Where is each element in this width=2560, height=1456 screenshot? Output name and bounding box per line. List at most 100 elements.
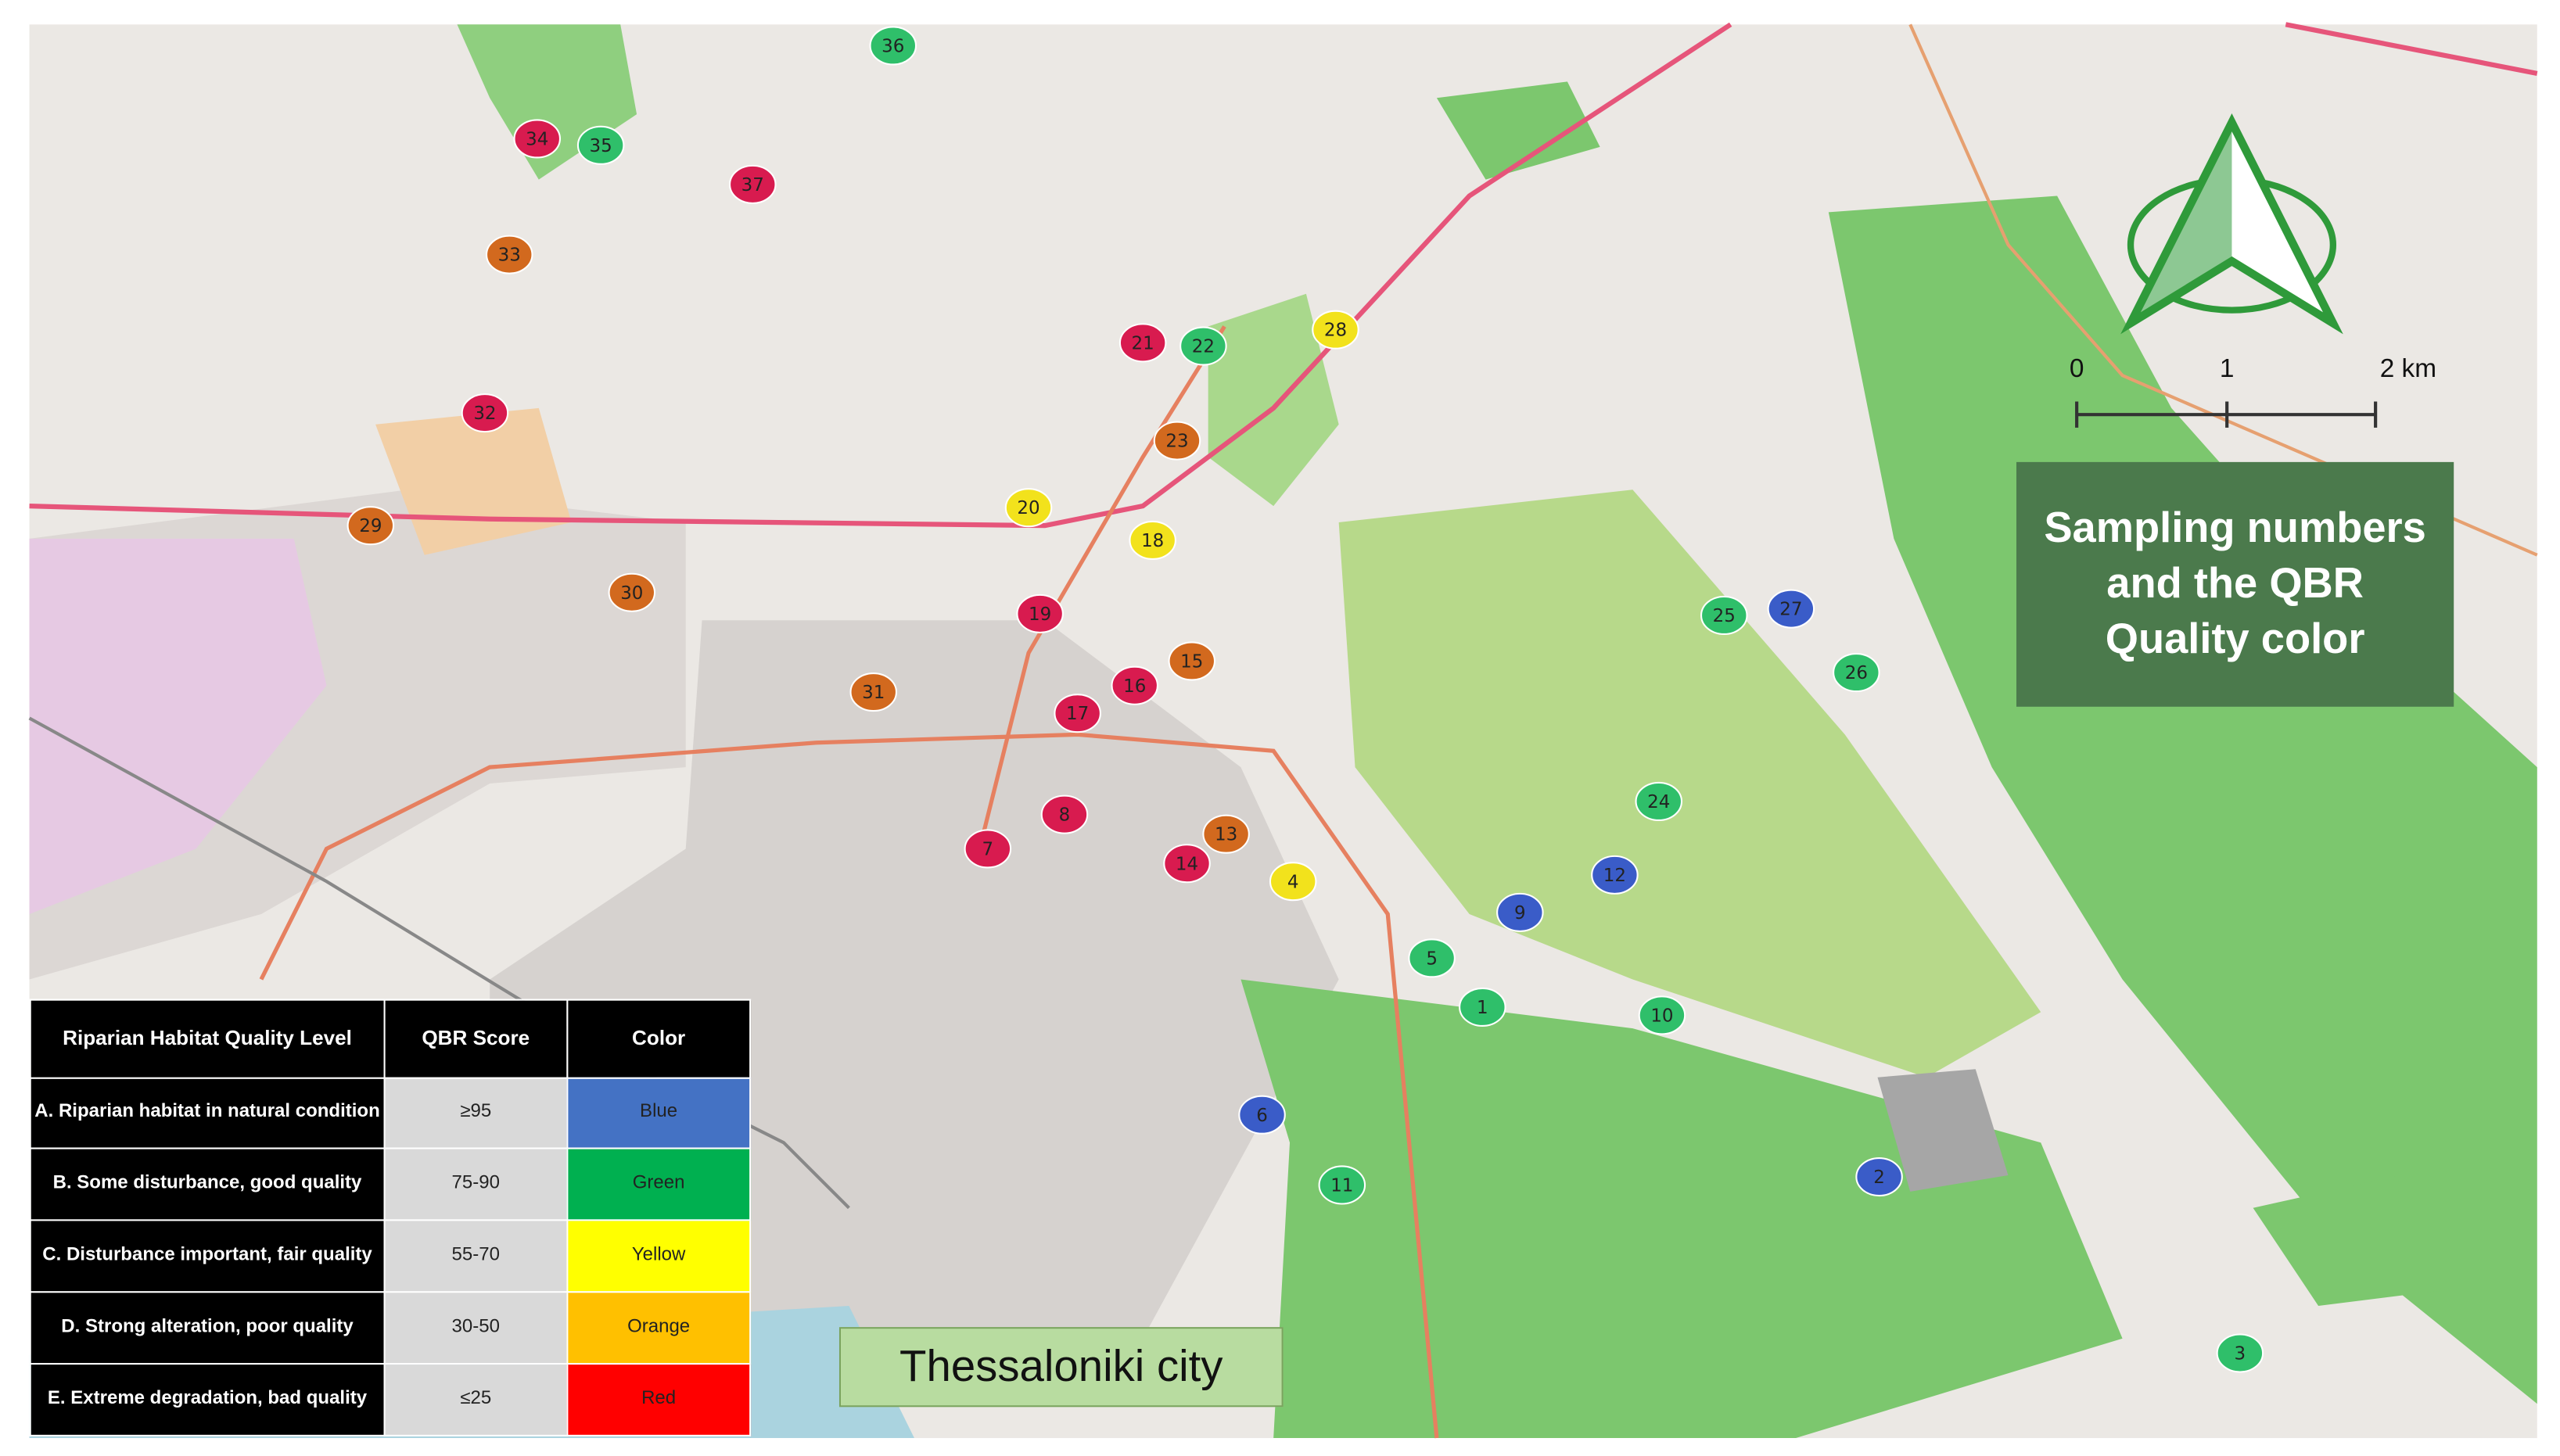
quality-level: C. Disturbance important, fair quality <box>29 1219 386 1293</box>
quality-level: B. Some disturbance, good quality <box>29 1148 386 1222</box>
site: 36 <box>869 26 917 66</box>
site: 9 <box>1496 892 1544 932</box>
site: 4 <box>1269 862 1317 902</box>
site-marker <box>2216 1333 2264 1373</box>
site-number: 36 <box>881 36 904 56</box>
site: 17 <box>1054 694 1101 733</box>
color-name: Yellow <box>566 1219 752 1293</box>
color-name: Orange <box>566 1291 752 1365</box>
site: 14 <box>1163 844 1211 884</box>
site: 27 <box>1767 589 1815 629</box>
site-marker <box>1016 594 1064 633</box>
site-number: 5 <box>1426 949 1438 969</box>
site-marker <box>1318 1165 1366 1205</box>
site-marker <box>1635 781 1683 821</box>
quality-level: E. Extreme degradation, bad quality <box>29 1363 386 1436</box>
site-number: 27 <box>1779 600 1802 620</box>
site-marker <box>513 119 562 159</box>
site-marker <box>1408 938 1456 978</box>
site-marker <box>1269 862 1317 902</box>
site-number: 33 <box>498 246 521 266</box>
site-number: 3 <box>2235 1344 2246 1365</box>
color-name: Blue <box>566 1076 752 1150</box>
legend-row: B. Some disturbance, good quality 75-90 Gr… <box>29 1148 752 1222</box>
site-marker <box>729 164 777 204</box>
site: 19 <box>1016 594 1064 633</box>
site-number: 7 <box>982 840 994 860</box>
site: 10 <box>1638 995 1686 1035</box>
color-name: Green <box>566 1148 752 1222</box>
site-number: 21 <box>1132 333 1154 353</box>
site: 21 <box>1118 323 1167 363</box>
legend-row: C. Disturbance important, fair quality 55… <box>29 1219 752 1293</box>
site-number: 15 <box>1180 651 1203 672</box>
site-marker <box>346 506 395 546</box>
site-number: 17 <box>1066 704 1089 724</box>
site-number: 28 <box>1324 321 1347 341</box>
site-number: 8 <box>1059 805 1071 826</box>
site: 23 <box>1153 421 1201 461</box>
legend-header: Riparian Habitat Quality Level QBR Score… <box>29 999 752 1078</box>
site: 22 <box>1179 326 1227 366</box>
site: 34 <box>513 119 562 159</box>
site-number: 11 <box>1330 1176 1353 1196</box>
legend-row: A. Riparian habitat in natural condition… <box>29 1076 752 1150</box>
site-marker <box>1855 1157 1903 1197</box>
site-marker <box>461 393 509 433</box>
qbr-score: 75-90 <box>383 1148 569 1222</box>
legend-row: E. Extreme degradation, bad quality ≤25 Re… <box>29 1363 752 1436</box>
site: 15 <box>1168 641 1216 681</box>
site-number: 9 <box>1514 903 1526 923</box>
site-marker <box>1202 814 1250 854</box>
site-marker <box>1767 589 1815 629</box>
site: 7 <box>964 829 1012 869</box>
site-number: 2 <box>1873 1167 1885 1188</box>
site-number: 14 <box>1176 854 1198 874</box>
qbr-score: ≤25 <box>383 1363 569 1436</box>
quality-level: D. Strong alteration, poor quality <box>29 1291 386 1365</box>
site-number: 20 <box>1017 498 1039 518</box>
site-number: 12 <box>1603 866 1626 886</box>
site-marker <box>1153 421 1201 461</box>
color-name: Red <box>566 1363 752 1436</box>
site-number: 16 <box>1123 676 1146 697</box>
site-number: 25 <box>1713 606 1736 626</box>
scale-label: 2 km <box>2380 354 2436 383</box>
site-number: 29 <box>359 516 382 536</box>
site-number: 30 <box>620 583 643 604</box>
site-marker <box>1312 310 1359 350</box>
legend: Riparian Habitat Quality Level QBR Score… <box>29 999 752 1436</box>
site: 3 <box>2216 1333 2264 1373</box>
site-number: 1 <box>1477 998 1488 1018</box>
site: 32 <box>461 393 509 433</box>
site-number: 31 <box>862 683 885 703</box>
site: 6 <box>1238 1095 1286 1135</box>
site-number: 22 <box>1192 337 1215 357</box>
site: 20 <box>1004 488 1053 528</box>
site-number: 32 <box>473 403 496 424</box>
site-number: 23 <box>1165 432 1188 452</box>
site-number: 35 <box>590 136 612 156</box>
site: 11 <box>1318 1165 1366 1205</box>
site-number: 19 <box>1029 604 1051 625</box>
site: 13 <box>1202 814 1250 854</box>
site: 16 <box>1111 665 1158 705</box>
site-marker <box>1591 855 1639 895</box>
place-label: Thessaloniki city <box>838 1327 1284 1408</box>
site: 26 <box>1833 652 1880 693</box>
legend-row: D. Strong alteration, poor quality 30-50 O… <box>29 1291 752 1365</box>
site-number: 26 <box>1845 663 1868 683</box>
site-marker <box>1496 892 1544 932</box>
qbr-score: ≥95 <box>383 1076 569 1150</box>
scale-label: 0 <box>2070 354 2084 383</box>
title-box: Sampling numbers and the QBR Quality col… <box>2016 461 2454 707</box>
site: 37 <box>729 164 777 204</box>
scale-label: 1 <box>2220 354 2235 383</box>
qbr-score: 30-50 <box>383 1291 569 1365</box>
site-number: 18 <box>1141 531 1164 551</box>
site-marker <box>1238 1095 1286 1135</box>
site: 5 <box>1408 938 1456 978</box>
site-marker <box>485 235 533 274</box>
site-number: 4 <box>1287 872 1299 892</box>
